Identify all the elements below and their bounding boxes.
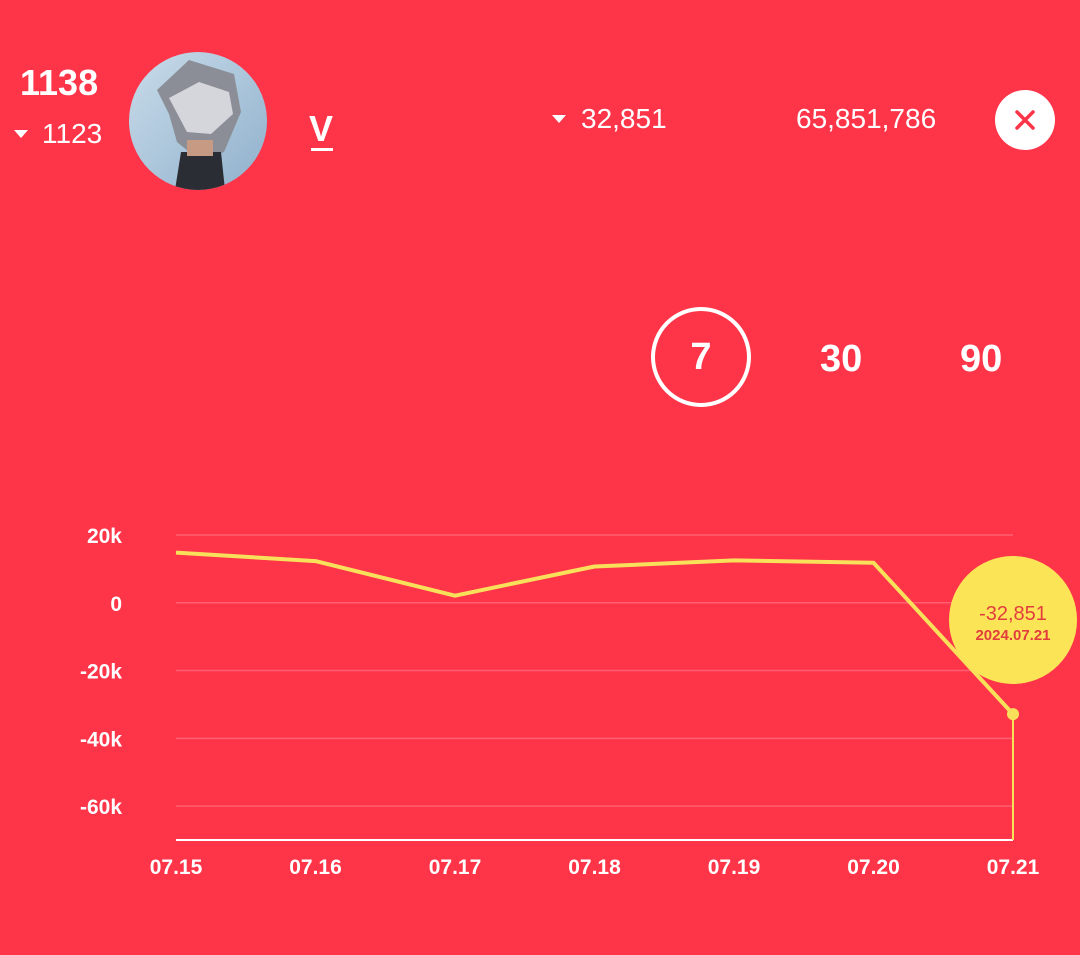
y-tick-label: -60k	[80, 796, 122, 819]
x-tick-label: 07.18	[568, 856, 621, 879]
series-line	[175, 550, 1015, 716]
daily-change-value: 32,851	[581, 103, 667, 134]
x-tick-label: 07.21	[987, 856, 1040, 879]
caret-down-icon	[14, 130, 28, 138]
y-tick-label: -20k	[80, 661, 122, 684]
x-tick-label: 07.20	[847, 856, 900, 879]
x-tick-label: 07.15	[150, 856, 203, 879]
total-count: 65,851,786	[796, 103, 937, 134]
tooltip-date: 2024.07.21	[975, 627, 1050, 644]
daily-change: 32,851	[552, 103, 667, 135]
line-chart: 20k 0 -20k -40k -60k 07.15 07.16 07.17 07.18 07.1…	[80, 525, 1077, 879]
range-tab-30[interactable]: 30	[820, 338, 863, 380]
caret-down-icon	[552, 115, 566, 123]
rank-previous: 1123	[14, 118, 102, 150]
range-tab-7[interactable]: 7	[651, 307, 751, 407]
y-tick-label: 0	[110, 593, 122, 616]
tooltip-value: -32,851	[979, 603, 1047, 625]
rank-current: 1138	[20, 62, 99, 103]
y-tick-label: -40k	[80, 728, 122, 751]
artist-name-underline	[311, 148, 333, 151]
x-tick-label: 07.17	[429, 856, 482, 879]
close-button[interactable]	[995, 90, 1055, 150]
data-point	[1007, 708, 1019, 721]
x-tick-label: 07.16	[289, 856, 342, 879]
avatar[interactable]	[129, 52, 267, 190]
artist-photo-icon	[129, 52, 267, 190]
y-tick-label: 20k	[87, 525, 122, 548]
tooltip-bubble	[949, 556, 1077, 684]
x-tick-label: 07.19	[708, 856, 761, 879]
range-tab-90[interactable]: 90	[960, 338, 1003, 380]
rank-previous-value: 1123	[42, 118, 103, 149]
close-icon	[1015, 110, 1035, 130]
artist-name[interactable]: V	[309, 108, 334, 149]
